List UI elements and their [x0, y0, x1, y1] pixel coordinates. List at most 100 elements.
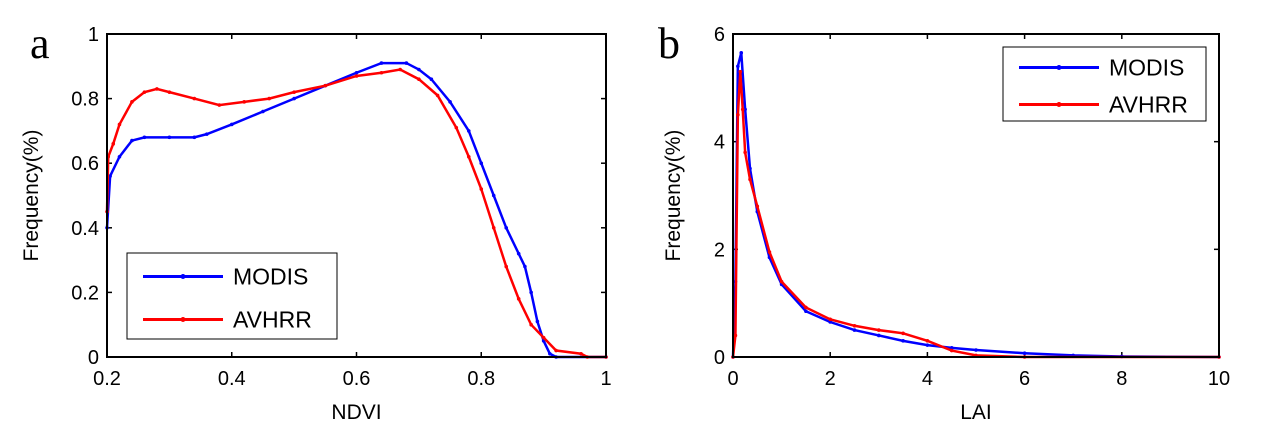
data-point-modis: [516, 251, 521, 256]
data-point-avhrr: [192, 96, 197, 101]
data-point-modis: [901, 339, 905, 343]
data-point-avhrr: [740, 107, 745, 112]
data-point-avhrr: [748, 177, 752, 182]
data-point-avhrr: [738, 69, 743, 74]
data-point-avhrr: [804, 305, 808, 310]
data-point-avhrr: [828, 317, 832, 322]
data-point-avhrr: [852, 323, 857, 328]
y-tick-label: 2: [714, 239, 725, 261]
data-point-modis: [548, 351, 552, 356]
data-point-modis: [130, 138, 134, 143]
legend: MODIS AVHRR: [126, 252, 338, 340]
data-point-modis: [466, 129, 471, 133]
y-tick-label: 0: [88, 347, 99, 369]
legend-marker: [180, 274, 186, 279]
x-tick-label: 0.6: [343, 368, 371, 390]
data-point-modis: [736, 64, 740, 69]
data-point-modis: [974, 348, 978, 352]
x-tick-label: 0.4: [218, 368, 246, 390]
panel-a: a0.2 0.4 0.6 0.8 100.20.40.60.81NDVIFrequenc…: [20, 19, 612, 424]
y-tick-label: 0.2: [71, 282, 99, 304]
data-point-modis: [404, 61, 409, 65]
data-point-modis: [1022, 351, 1027, 356]
panel-label: a: [30, 19, 50, 68]
legend-marker: [180, 317, 186, 322]
data-point-avhrr: [323, 83, 328, 88]
data-point-modis: [877, 333, 881, 338]
data-point-avhrr: [779, 279, 784, 284]
x-tick-label: 0.2: [93, 368, 121, 390]
data-point-modis: [117, 154, 122, 159]
x-tick-label: 0.8: [467, 368, 495, 390]
data-point-modis: [429, 77, 434, 82]
data-point-avhrr: [398, 67, 402, 72]
data-point-modis: [949, 346, 954, 350]
x-tick-label: 6: [1019, 368, 1030, 390]
data-point-modis: [529, 290, 533, 295]
data-point-modis: [108, 174, 112, 178]
panel-b: b 0 2 4 6 8 10 0 2 4 6 LAI Frequency(%) MODIS AVHRR: [658, 19, 1230, 424]
y-tick-label: 0.6: [71, 153, 99, 175]
data-point-avhrr: [117, 122, 122, 127]
data-point-modis: [491, 193, 496, 198]
y-tick-label: 1: [88, 24, 99, 46]
x-tick-label: 2: [825, 368, 836, 390]
data-point-avhrr: [217, 103, 222, 107]
data-point-modis: [354, 70, 359, 75]
data-point-avhrr: [454, 125, 459, 130]
legend-marker: [1056, 102, 1062, 107]
y-tick-label: 0: [714, 347, 725, 369]
data-point-avhrr: [743, 150, 747, 155]
legend-box: [126, 252, 338, 340]
axes-frame: [106, 33, 607, 358]
axes-frame: [732, 33, 1220, 358]
legend-box: [1002, 46, 1207, 122]
data-point-avhrr: [142, 90, 147, 94]
data-point-modis: [292, 96, 296, 101]
data-point-modis: [739, 51, 744, 55]
data-point-modis: [479, 161, 484, 165]
data-point-modis: [804, 309, 808, 314]
x-axis-label: LAI: [960, 401, 992, 424]
legend-marker: [1056, 65, 1062, 70]
data-point-avhrr: [504, 264, 509, 269]
data-point-avhrr: [736, 112, 740, 117]
data-point-modis: [379, 61, 384, 65]
data-point-modis: [167, 135, 172, 140]
data-point-avhrr: [267, 96, 271, 101]
data-point-modis: [504, 226, 509, 230]
series-line-avhrr: [731, 71, 1219, 359]
legend-label: MODIS: [1109, 55, 1184, 81]
data-point-avhrr: [479, 187, 484, 191]
data-point-modis: [448, 100, 452, 104]
data-point-avhrr: [417, 77, 421, 82]
data-point-avhrr: [554, 348, 558, 353]
y-tick-label: 0.4: [71, 218, 99, 240]
data-point-modis: [192, 135, 197, 140]
panel-label: b: [658, 19, 680, 68]
y-axis-label: Frequency(%): [662, 130, 685, 262]
data-point-avhrr: [901, 331, 905, 336]
data-point-modis: [142, 135, 147, 140]
legend-label: AVHRR: [233, 307, 312, 333]
data-point-modis: [417, 67, 421, 72]
data-point-avhrr: [242, 100, 247, 104]
data-point-avhrr: [130, 100, 134, 104]
data-point-avhrr: [755, 204, 760, 209]
data-point-modis: [523, 264, 527, 269]
legend-label: MODIS: [233, 264, 308, 290]
x-tick-label: 4: [922, 368, 933, 390]
data-point-avhrr: [466, 154, 471, 159]
x-tick-label: 10: [1208, 368, 1230, 390]
data-point-modis: [535, 319, 540, 324]
data-point-modis: [828, 320, 832, 324]
y-tick-label: 4: [714, 132, 725, 154]
legend-label: AVHRR: [1109, 92, 1188, 118]
data-point-avhrr: [491, 226, 496, 230]
data-point-modis: [925, 343, 930, 347]
y-tick-label: 0.8: [71, 89, 99, 111]
data-point-modis: [229, 122, 234, 127]
data-point-avhrr: [155, 87, 159, 91]
data-point-avhrr: [435, 93, 440, 98]
